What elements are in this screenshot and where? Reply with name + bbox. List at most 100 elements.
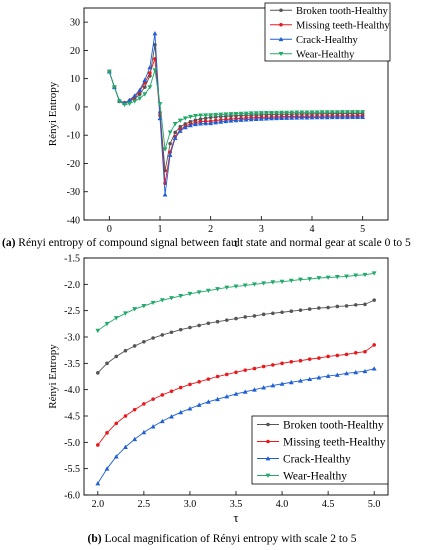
chart-a-data-point (253, 111, 259, 116)
chart-a-data-point (284, 115, 290, 120)
chart-a-data-point (143, 85, 147, 89)
chart-b-legend-label: Wear-Healthy (283, 470, 347, 482)
chart-b-data-point (335, 304, 340, 309)
chart-a-data-point (162, 147, 168, 152)
chart-a-data-point (350, 110, 355, 115)
chart-b-data-point (141, 429, 147, 435)
chart-b-legend-marker (265, 456, 271, 461)
chart-a-y-tick-label: 10 (70, 74, 80, 85)
chart-a-data-point (198, 113, 203, 118)
chart-b-data-point (206, 321, 211, 326)
chart-b-data-point (242, 283, 248, 288)
chart-b-data-point (196, 290, 202, 295)
chart-a-y-tick-label: -40 (67, 216, 80, 227)
chart-a-data-point (355, 110, 360, 115)
chart-a-data-point (203, 120, 208, 126)
chart-b-data-point (261, 281, 267, 286)
chart-b-x-tick-label: 4.0 (276, 499, 289, 510)
caption-b: (b) Local magnification of Rényi entropy… (0, 533, 444, 545)
chart-a-data-point (218, 119, 224, 124)
chart-b-data-point (252, 366, 257, 371)
chart-b-data-point (215, 319, 220, 324)
chart-b-data-point (104, 321, 110, 327)
chart-b-data-point (160, 333, 165, 337)
chart-b-data-point (123, 444, 128, 449)
chart-a-data-point (172, 121, 178, 127)
chart-a-data-point (198, 121, 203, 126)
chart-a-legend-marker (278, 36, 284, 42)
chart-a-data-point (177, 128, 183, 133)
chart-b-data-point (159, 418, 165, 424)
chart-b-data-point (196, 402, 202, 407)
chart-b-data-point (169, 389, 174, 394)
chart-b-data-point (197, 379, 201, 384)
chart-b-data-point (187, 291, 193, 297)
chart-b-legend-marker (265, 473, 271, 478)
chart-b-data-point (96, 443, 100, 447)
chart-b-data-point (279, 279, 285, 285)
chart-b-data-point (353, 369, 359, 375)
chart-b-data-point (215, 374, 220, 379)
chart-b-data-point (169, 330, 174, 335)
chart-a-data-point (137, 92, 142, 97)
caption-a-tag: (a) (2, 237, 16, 249)
chart-b-data-point (159, 298, 165, 303)
chart-a-series-broken-tooth-healthy (107, 42, 365, 173)
chart-a-data-point (157, 115, 163, 121)
chart-a-data-point (162, 192, 168, 197)
chart-b-data-point (123, 348, 128, 353)
chart-a-legend-label: Missing teeth-Healthy (296, 21, 390, 32)
chart-a-data-point (137, 96, 143, 101)
chart-a-data-point (284, 110, 290, 116)
chart-a-data-point (274, 115, 279, 121)
chart-b-data-point (298, 308, 303, 312)
chart-b-data-point (317, 306, 321, 310)
chart-a-data-point (309, 110, 315, 115)
chart-b-data-point (224, 318, 229, 322)
chart-a-data-point (345, 114, 350, 120)
chart-a-data-point (168, 141, 172, 146)
chart-b-data-point (289, 359, 294, 364)
chart-a-data-point (193, 121, 198, 127)
chart-b-data-point (325, 275, 331, 280)
chart-a-data-point (258, 116, 264, 121)
chart-a-data-point (294, 115, 300, 120)
chart-b-data-point (205, 399, 211, 404)
chart-a-data-point (127, 101, 132, 106)
chart-a-data-point (198, 117, 203, 121)
chart-b-x-tick-label: 3.0 (184, 499, 197, 510)
chart-b-data-point (307, 277, 313, 282)
chart-a-data-point (153, 57, 157, 61)
chart-b-y-tick-label: -4.0 (64, 385, 80, 396)
chart-b-x-tick-label: 2.5 (138, 499, 151, 510)
chart-a-data-point (182, 124, 188, 130)
chart-a-data-point (208, 120, 214, 126)
chart-b-data-point (150, 300, 156, 306)
chart-a-data-point (203, 116, 208, 121)
chart-b-legend-label: Crack-Healthy (283, 453, 351, 465)
chart-a-data-point (319, 114, 325, 120)
chart-a-data-point (269, 115, 274, 121)
chart-b-data-point (141, 304, 147, 309)
chart-b-series-broken-tooth-healthy (96, 298, 376, 375)
chart-b-data-point (150, 424, 156, 429)
chart-b-data-point (335, 353, 340, 358)
chart-a-x-tick-label: 3 (259, 224, 264, 235)
chart-b: 2.0 2.5 3.0 3.5 4.0 4.5 5.0 -6.0 -5.5 -5.0 -4.5 -4.… (47, 254, 389, 525)
chart-a-data-point (238, 117, 244, 122)
chart-b-data-point (96, 371, 100, 375)
caption-b-text: Local magnification of Rényi entropy wit… (101, 533, 357, 545)
chart-b-data-point (334, 372, 340, 377)
chart-a-data-point (314, 110, 320, 115)
chart-b-data-point (151, 397, 155, 401)
chart-a-legend-marker (279, 22, 283, 27)
chart-a-data-point (137, 87, 143, 92)
chart-a-x-tick-label: 4 (310, 224, 315, 235)
chart-a-y-tick-label: 20 (70, 46, 80, 57)
chart-b-data-point (334, 275, 340, 280)
chart-b-data-point (113, 316, 119, 321)
chart-b-data-point (371, 366, 377, 371)
chart-b-legend-box (251, 415, 389, 485)
chart-a-data-point (106, 69, 112, 74)
chart-b-data-point (316, 375, 322, 380)
